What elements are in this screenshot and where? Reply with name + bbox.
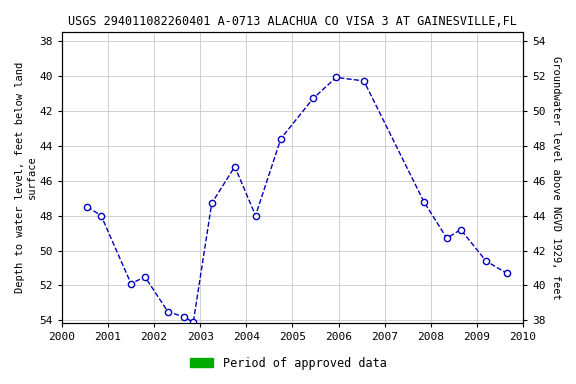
Legend: Period of approved data: Period of approved data bbox=[185, 352, 391, 374]
Y-axis label: Groundwater level above NGVD 1929, feet: Groundwater level above NGVD 1929, feet bbox=[551, 56, 561, 300]
Title: USGS 294011082260401 A-0713 ALACHUA CO VISA 3 AT GAINESVILLE,FL: USGS 294011082260401 A-0713 ALACHUA CO V… bbox=[68, 15, 517, 28]
Y-axis label: Depth to water level, feet below land
surface: Depth to water level, feet below land su… bbox=[15, 62, 37, 293]
